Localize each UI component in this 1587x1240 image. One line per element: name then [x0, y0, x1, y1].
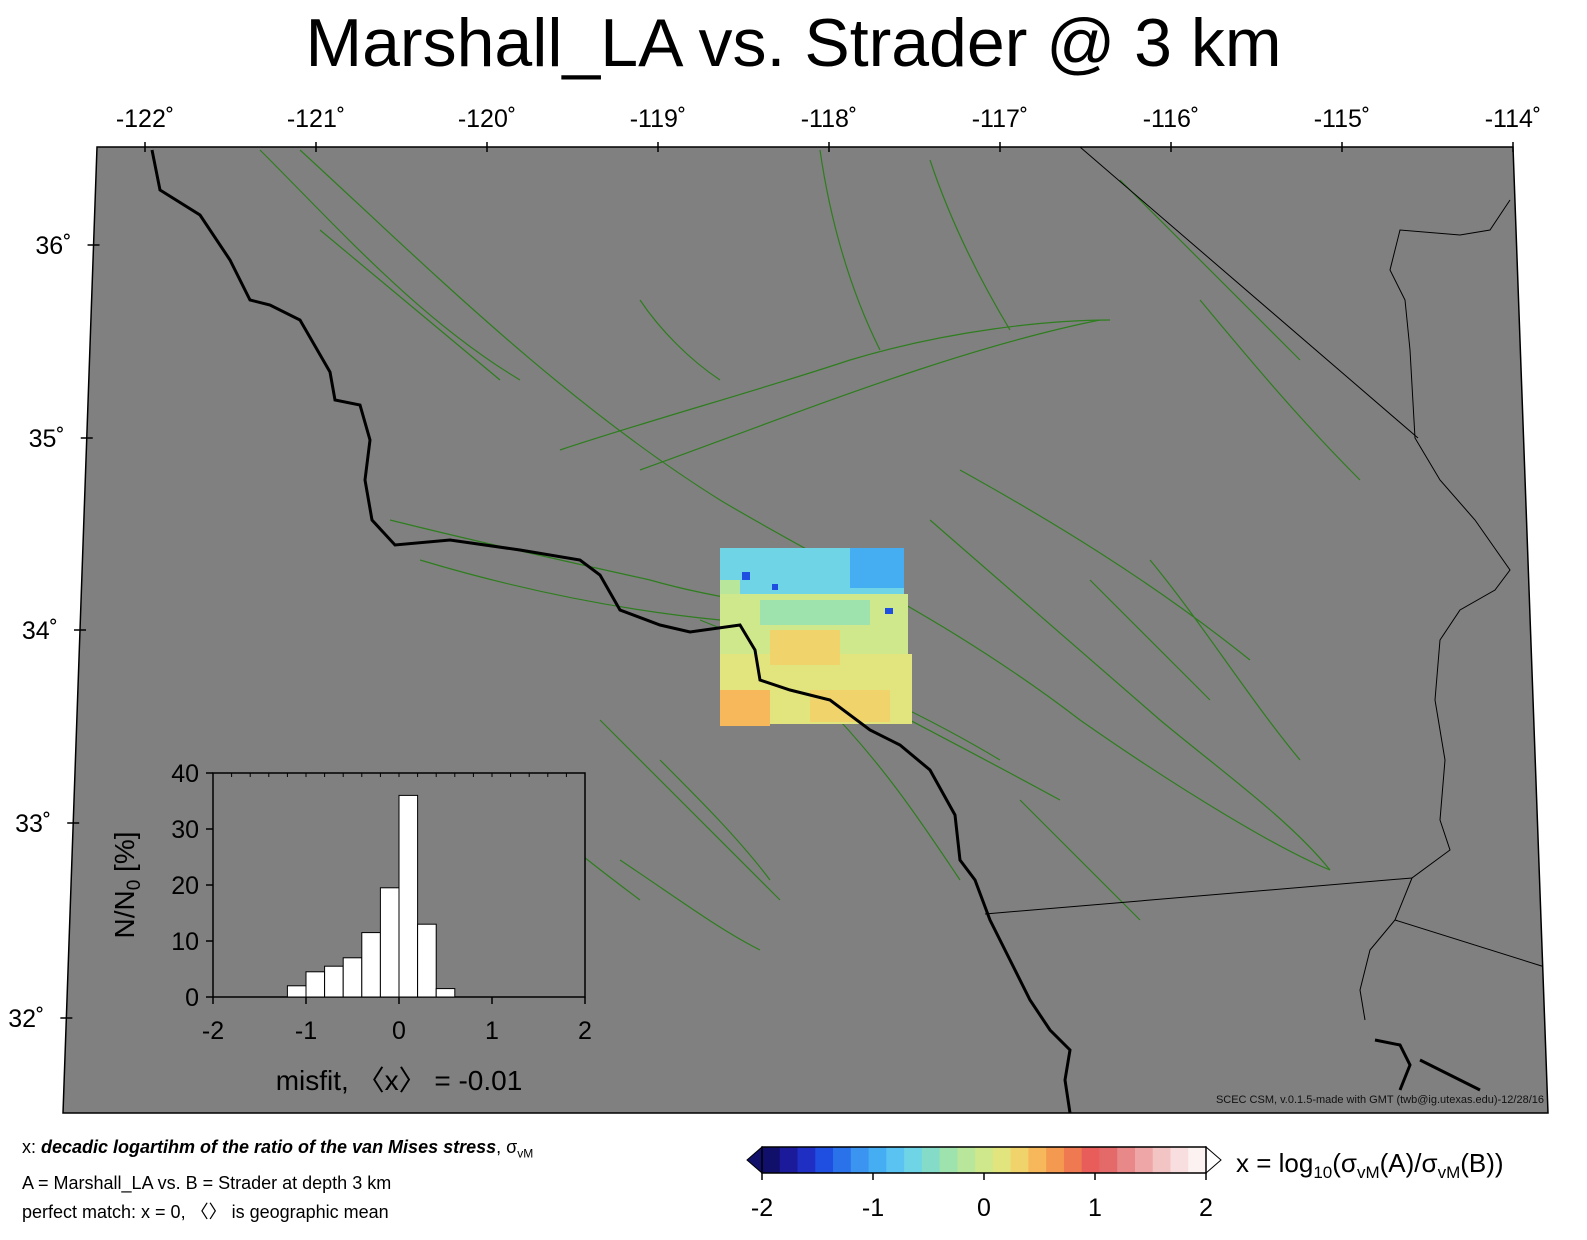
lon-tick-label: -120˚ [458, 105, 516, 133]
colorbar-cell [1099, 1147, 1118, 1173]
lon-tick-label: -121˚ [287, 105, 345, 133]
inset-y-label: N/N0 [%] [109, 831, 145, 938]
state-boundaries [984, 147, 1548, 969]
colorbar-cell [975, 1147, 994, 1173]
colorbar-cell [1152, 1147, 1171, 1173]
inset-y-tick-label: 20 [171, 872, 199, 900]
colorbar-cell [1046, 1147, 1065, 1173]
colorbar-tick-label: 1 [1088, 1194, 1102, 1222]
lat-tick-label: 34˚ [22, 617, 58, 645]
histogram-bar [435, 988, 456, 998]
colorbar-cell [921, 1147, 941, 1173]
lat-tick-label: 32˚ [8, 1005, 44, 1033]
lon-tick-label: -122˚ [116, 105, 174, 133]
colorbar-tick-label: -1 [862, 1194, 884, 1222]
colorbar-cell [815, 1147, 834, 1173]
colorbar-label: x = log10(σvM(A)/σvM(B)) [1236, 1148, 1504, 1183]
histogram-bar [342, 957, 363, 998]
inset-x-tick-label: 1 [485, 1017, 499, 1045]
coastline [150, 149, 1072, 1113]
inset-y-tick-label: 40 [171, 760, 199, 788]
colorbar-cell [779, 1147, 799, 1173]
lon-tick-label: -118˚ [801, 105, 858, 133]
colorbar-tick-label: -2 [751, 1194, 773, 1222]
lat-tick-label: 36˚ [35, 232, 71, 260]
notes-line-2: A = Marshall_LA vs. B = Strader at depth… [22, 1172, 392, 1193]
colorbar-cell [1170, 1147, 1189, 1173]
colorbar-low-triangle [746, 1145, 763, 1175]
notes-line-1: x: decadic logartihm of the ratio of the… [22, 1137, 534, 1161]
lat-tick-label: 33˚ [15, 810, 51, 838]
lon-tick-label: -116˚ [1143, 105, 1200, 133]
colorbar-cell [1063, 1147, 1083, 1173]
colorbar-cell [904, 1147, 923, 1173]
colorbar: -2 -1 0 1 2 [746, 1145, 1222, 1222]
colorbar-cell [868, 1147, 887, 1173]
colorbar-cell [1188, 1147, 1207, 1173]
colorbar-cell [833, 1147, 852, 1173]
longitude-ticks: -122˚ -121˚ -120˚ -119˚ -118˚ -117˚ -116˚ -115˚… [116, 105, 1541, 152]
histogram-bar [324, 965, 344, 998]
colorbar-cell [992, 1147, 1012, 1173]
colorbar-cell [1081, 1147, 1100, 1173]
map-title: Marshall_LA vs. Strader @ 3 km [305, 5, 1282, 81]
colorbar-cell [939, 1147, 958, 1173]
colorbar-cell [1010, 1147, 1029, 1173]
colorbar-cell [797, 1147, 816, 1173]
colorbar-cell [957, 1147, 976, 1173]
lon-tick-label: -115˚ [1314, 105, 1371, 133]
coastline-gulf [1374, 1038, 1481, 1092]
inset-x-tick-label: -1 [295, 1017, 317, 1045]
inset-x-label: misfit, 〈x〉 = -0.01 [276, 1065, 523, 1096]
colorbar-cell [1028, 1147, 1047, 1173]
inset-x-tick-label: 2 [578, 1017, 592, 1045]
lon-tick-label: -119˚ [630, 105, 687, 133]
river-border [1359, 199, 1511, 1021]
histogram-bar [379, 887, 400, 998]
histogram-bar [286, 985, 307, 998]
credit-text: SCEC CSM, v.0.1.5-made with GMT (twb@ig.… [1215, 1094, 1544, 1106]
latitude-ticks: 32˚ 33˚ 34˚ 35˚ 36˚ [8, 232, 100, 1033]
colorbar-cell [850, 1147, 870, 1173]
lon-tick-label: -117˚ [972, 105, 1029, 133]
inset-y-tick-label: 0 [185, 984, 199, 1012]
histogram-bar [361, 932, 381, 998]
colorbar-cell [886, 1147, 905, 1173]
histogram-bar [305, 971, 326, 998]
colorbar-high-triangle [1205, 1145, 1222, 1175]
figure-notes: x: decadic logartihm of the ratio of the… [22, 1133, 533, 1227]
inset-x-tick-label: 0 [392, 1017, 406, 1045]
colorbar-tick-label: 2 [1199, 1194, 1213, 1222]
notes-line-3: perfect match: x = 0, 〈〉 is geographic m… [22, 1201, 389, 1222]
lon-tick-label: -114˚ [1485, 105, 1542, 133]
colorbar-cell [1117, 1147, 1136, 1173]
histogram-bar [398, 794, 419, 998]
colorbar-tick-label: 0 [977, 1194, 991, 1222]
inset-x-tick-label: -2 [202, 1017, 224, 1045]
colorbar-cell [1134, 1147, 1154, 1173]
colorbar-cell [762, 1147, 781, 1173]
lat-tick-label: 35˚ [29, 425, 65, 453]
histogram-bar [417, 923, 437, 998]
inset-y-tick-label: 10 [171, 928, 199, 956]
inset-y-tick-label: 30 [171, 816, 199, 844]
